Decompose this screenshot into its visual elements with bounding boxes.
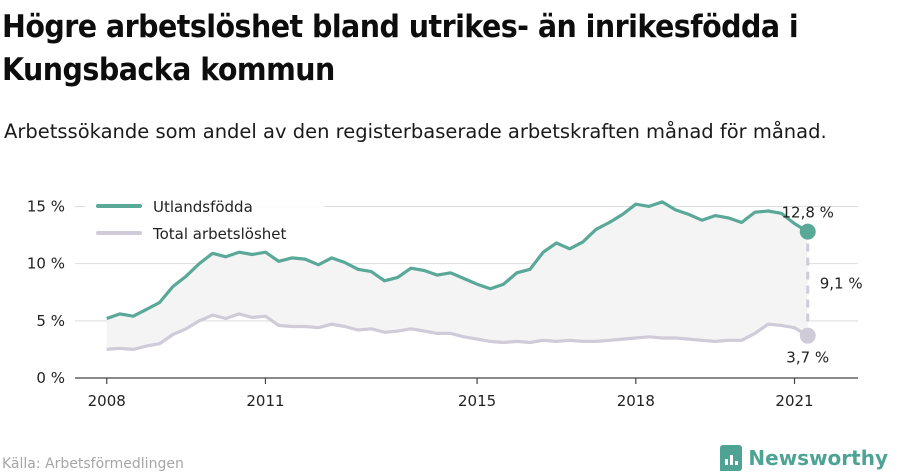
legend-background [85, 192, 325, 246]
x-tick-label: 2021 [775, 392, 813, 410]
legend-label-total: Total arbetslöshet [152, 225, 287, 243]
gap-label: 9,1 % [820, 275, 863, 293]
x-tick-label: 2015 [458, 392, 496, 410]
end-label-utlandsfodda: 12,8 % [782, 204, 834, 222]
x-tick-label: 2018 [617, 392, 655, 410]
brand-logo: Newsworthy [720, 445, 888, 471]
end-label-total: 3,7 % [786, 349, 829, 367]
series-line-utlandsfodda [106, 200, 809, 321]
end-point-utlandsfodda [799, 223, 816, 240]
series-line-total [106, 312, 809, 351]
y-tick-label: 5 % [36, 312, 65, 330]
y-tick-label: 0 % [36, 369, 65, 387]
y-tick-label: 15 % [27, 197, 65, 215]
chart-title: Högre arbetslöshet bland utrikes- än inr… [2, 9, 799, 88]
y-tick-label: 10 % [27, 255, 65, 273]
end-point-total [799, 327, 816, 344]
brand-name: Newsworthy [748, 446, 888, 470]
x-tick-label: 2011 [246, 392, 284, 410]
source-note: Källa: Arbetsförmedlingen [2, 456, 184, 472]
x-tick-label: 2008 [88, 392, 126, 410]
chart-subtitle: Arbetssökande som andel av den registerb… [4, 120, 827, 143]
axes: 0 % 5 % 10 % 15 % 2008 2011 2015 2018 2021 [27, 197, 858, 410]
legend: Utlandsfödda Total arbetslöshet [85, 192, 325, 246]
newsworthy-logo-icon [720, 445, 743, 471]
legend-label-utlandsfodda: Utlandsfödda [153, 198, 253, 216]
